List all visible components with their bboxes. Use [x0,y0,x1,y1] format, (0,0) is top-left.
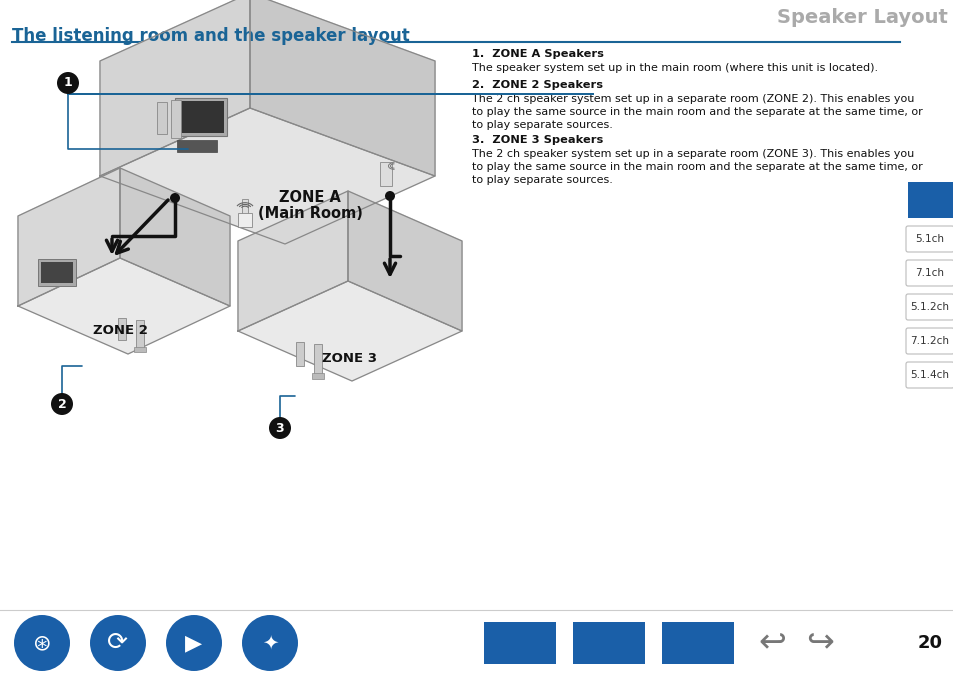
Text: ZONE A: ZONE A [279,191,340,206]
Text: ⊛: ⊛ [32,633,51,653]
Bar [907,182,953,218]
Bar [295,342,304,366]
Text: Speaker Layout: Speaker Layout [777,8,947,27]
FancyBboxPatch shape [905,362,953,388]
Bar [118,318,126,340]
Polygon shape [348,191,461,331]
Bar [573,622,644,664]
Text: ↪: ↪ [805,627,833,660]
Polygon shape [237,281,461,381]
Text: The 2 ch speaker system set up in a separate room (ZONE 3). This enables you
to : The 2 ch speaker system set up in a sepa… [472,149,922,185]
Text: ↩: ↩ [758,627,785,660]
Text: ZONE 3: ZONE 3 [322,352,377,364]
Bar [133,347,146,352]
Bar [483,622,556,664]
Circle shape [170,193,180,203]
Text: 1: 1 [64,76,72,89]
Bar [38,259,76,286]
Text: 5.1ch: 5.1ch [915,234,943,244]
Circle shape [242,615,297,671]
Circle shape [166,615,222,671]
Text: 5.1.4ch: 5.1.4ch [909,370,948,380]
Text: ▶: ▶ [185,633,202,653]
Polygon shape [18,258,230,354]
Bar [174,98,227,136]
Bar [136,320,144,348]
Polygon shape [120,168,230,306]
Circle shape [14,615,70,671]
Text: 1.  ZONE A Speakers: 1. ZONE A Speakers [472,49,603,59]
Bar [242,199,248,217]
Bar [237,213,252,227]
Text: 3.  ZONE 3 Speakers: 3. ZONE 3 Speakers [472,135,602,145]
Text: (Main Room): (Main Room) [257,206,362,222]
Polygon shape [250,0,435,176]
FancyBboxPatch shape [905,294,953,320]
Bar [171,100,181,138]
FancyBboxPatch shape [905,260,953,286]
Text: 3: 3 [275,422,284,435]
Bar [41,262,73,283]
Text: ⟳: ⟳ [108,631,129,655]
Polygon shape [100,0,250,176]
Text: 7.1.2ch: 7.1.2ch [909,336,948,346]
FancyBboxPatch shape [905,328,953,354]
Bar [314,344,322,374]
Circle shape [385,191,395,201]
FancyBboxPatch shape [905,226,953,252]
Text: ZONE 2: ZONE 2 [92,324,148,337]
Text: 2: 2 [57,397,67,410]
Circle shape [90,615,146,671]
Polygon shape [237,191,348,331]
Text: ✦: ✦ [261,633,278,652]
Bar [157,102,167,134]
Bar [177,140,216,152]
Polygon shape [100,108,435,244]
Bar [178,101,224,133]
Text: 7.1ch: 7.1ch [915,268,943,278]
Bar [661,622,733,664]
Text: 5.1.2ch: 5.1.2ch [909,302,948,312]
Text: The speaker system set up in the main room (where this unit is located).: The speaker system set up in the main ro… [472,63,877,73]
Text: 2.  ZONE 2 Speakers: 2. ZONE 2 Speakers [472,80,602,90]
Text: The listening room and the speaker layout: The listening room and the speaker layou… [12,27,410,45]
Bar [312,373,324,379]
Polygon shape [18,168,120,306]
Text: 20: 20 [917,634,942,652]
Circle shape [57,72,79,94]
Text: The 2 ch speaker system set up in a separate room (ZONE 2). This enables you
to : The 2 ch speaker system set up in a sepa… [472,94,922,130]
Circle shape [269,417,291,439]
Bar [379,162,392,186]
Circle shape [51,393,73,415]
